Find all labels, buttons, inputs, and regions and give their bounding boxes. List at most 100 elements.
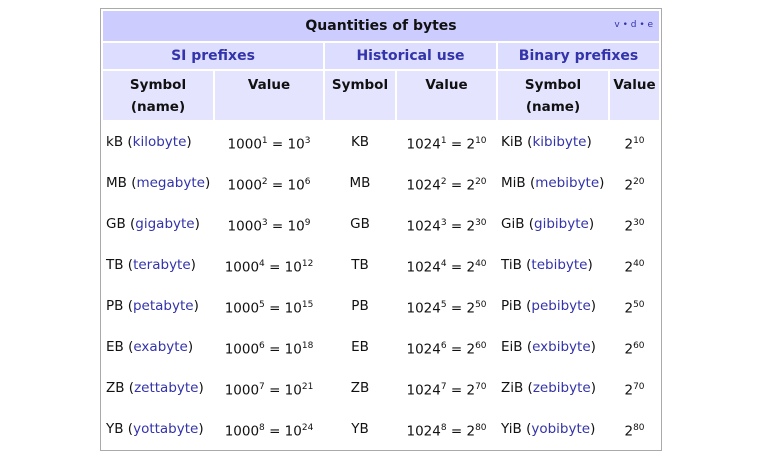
text: KiB ( — [501, 133, 533, 150]
exponent: 3 — [304, 136, 311, 147]
exponent: 30 — [475, 218, 487, 229]
row: TB (terabyte) 10004 = 1012 TB 10244 = 240 Ti… — [103, 245, 659, 284]
cell: MB — [325, 163, 395, 202]
text: TB ( — [106, 256, 134, 273]
text: 1024 — [406, 259, 441, 276]
link[interactable]: zebibyte — [532, 379, 591, 396]
text: 1024 — [406, 136, 441, 153]
cell: GB (gigabyte) — [103, 204, 213, 243]
cell: YB (yottabyte) — [103, 409, 213, 448]
exponent: 1 — [440, 136, 447, 147]
group-link[interactable]: Historical use — [356, 48, 465, 64]
link[interactable]: zettabyte — [134, 379, 199, 396]
text: = 2 — [446, 177, 476, 194]
text: ) — [590, 420, 596, 437]
text: 1024 — [406, 177, 441, 194]
cell: ZB (zettabyte) — [103, 368, 213, 407]
text: ) — [198, 420, 204, 437]
link[interactable]: tebibyte — [531, 256, 588, 273]
cell: YB — [325, 409, 395, 448]
cell: 10245 = 250 — [397, 286, 496, 325]
link[interactable]: exbibyte — [532, 338, 591, 355]
exponent: 6 — [259, 341, 265, 352]
cell: 10001 = 103 — [215, 122, 323, 161]
text: 1024 — [406, 423, 441, 440]
cell: 230 — [610, 204, 659, 243]
cell: kB (kilobyte) — [103, 122, 213, 161]
exponent: 20 — [475, 177, 487, 188]
cell: TB — [325, 245, 395, 284]
group-link[interactable]: SI prefixes — [171, 48, 255, 64]
text: MB — [349, 174, 371, 191]
cell: GiB (gibibyte) — [498, 204, 608, 243]
text: 1000 — [224, 341, 260, 358]
exponent: 2 — [261, 177, 268, 188]
text: ) — [193, 297, 199, 314]
link[interactable]: exabyte — [133, 338, 188, 355]
cell: 280 — [610, 409, 659, 448]
link[interactable]: mebibyte — [535, 174, 600, 191]
link[interactable]: petabyte — [132, 297, 194, 314]
link[interactable]: yottabyte — [133, 420, 199, 437]
text: ZB — [350, 379, 370, 396]
link[interactable]: kilobyte — [132, 133, 187, 150]
text: = 10 — [267, 177, 305, 194]
exponent: 2 — [440, 177, 447, 188]
text: 2 — [624, 136, 634, 153]
column-header: Value — [397, 71, 496, 120]
text: ) — [590, 379, 596, 396]
text: TB — [351, 256, 369, 273]
column-header: Symbol — [325, 71, 395, 120]
exponent: 40 — [633, 259, 645, 270]
text: YB ( — [106, 420, 134, 437]
group-link[interactable]: Binary prefixes — [518, 48, 639, 64]
link[interactable]: yobibyte — [531, 420, 591, 437]
text: 2 — [624, 218, 634, 235]
link[interactable]: megabyte — [136, 174, 205, 191]
bytes-table: Quantities of bytes v • d • e SI prefixes… — [100, 8, 663, 451]
cell: ZiB (zebibyte) — [498, 368, 608, 407]
cell: YiB (yobibyte) — [498, 409, 608, 448]
navbar[interactable]: v • d • e — [614, 20, 654, 30]
text: 1024 — [406, 341, 441, 358]
link[interactable]: terabyte — [133, 256, 191, 273]
text: 2 — [624, 382, 634, 399]
cell: MB (megabyte) — [103, 163, 213, 202]
link[interactable]: kibibyte — [532, 133, 587, 150]
exponent: 10 — [633, 136, 645, 147]
text: = 2 — [446, 259, 476, 276]
row: PB (petabyte) 10005 = 1015 PB 10245 = 250 Pi… — [103, 286, 659, 325]
cell: EiB (exbibyte) — [498, 327, 608, 366]
text: ) — [590, 338, 596, 355]
cell: PiB (pebibyte) — [498, 286, 608, 325]
cell: 10244 = 240 — [397, 245, 496, 284]
cell: 10005 = 1015 — [215, 286, 323, 325]
exponent: 60 — [475, 341, 487, 352]
navbox: Quantities of bytes v • d • e SI prefixes… — [100, 8, 663, 451]
text: = 2 — [446, 136, 476, 153]
link[interactable]: gibibyte — [534, 215, 589, 232]
exponent: 3 — [440, 218, 447, 229]
text: KB — [350, 133, 370, 150]
text: ) — [186, 133, 192, 150]
cell: TiB (tebibyte) — [498, 245, 608, 284]
exponent: 18 — [301, 341, 314, 352]
link[interactable]: pebibyte — [531, 297, 591, 314]
group-header: SI prefixes — [103, 43, 323, 69]
link[interactable]: gigabyte — [135, 215, 195, 232]
exponent: 70 — [475, 382, 487, 393]
text: = 10 — [264, 423, 302, 440]
cell: 270 — [610, 368, 659, 407]
text: ) — [204, 174, 211, 191]
cell: 10002 = 106 — [215, 163, 323, 202]
text: YiB ( — [501, 420, 532, 437]
exponent: 21 — [301, 382, 314, 393]
text: = 2 — [446, 218, 476, 235]
exponent: 3 — [261, 218, 268, 229]
text: = 2 — [446, 300, 476, 317]
exponent: 1 — [261, 136, 268, 147]
group-header: Historical use — [325, 43, 496, 69]
cell: 10242 = 220 — [397, 163, 496, 202]
text: EB — [351, 338, 369, 355]
cell: EB — [325, 327, 395, 366]
